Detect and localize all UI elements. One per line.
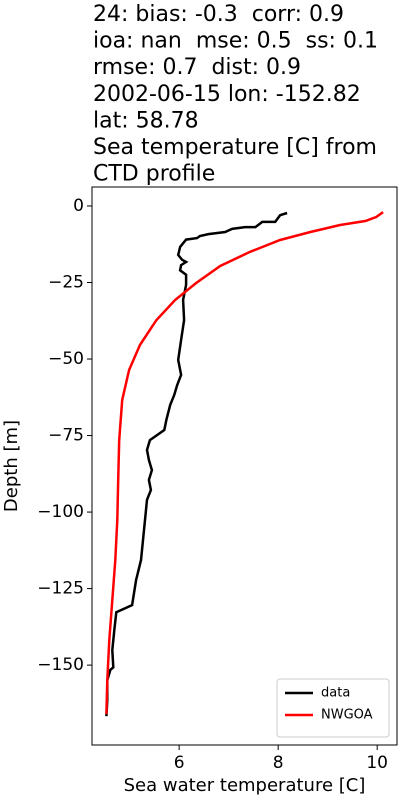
y-tick-label: −25 xyxy=(48,272,84,292)
x-axis-label: Sea water temperature [C] xyxy=(124,775,366,796)
title-line: 24: bias: -0.3 corr: 0.9 xyxy=(93,2,344,27)
legend-label: data xyxy=(321,686,350,701)
y-tick-label: −150 xyxy=(37,655,84,675)
legend-label: NWGOA xyxy=(321,708,373,723)
title-line: lat: 58.78 xyxy=(93,108,199,133)
x-tick-label: 10 xyxy=(366,753,388,773)
y-tick-label: −100 xyxy=(37,502,84,522)
data-line xyxy=(105,211,288,717)
x-tick-label: 8 xyxy=(273,753,284,773)
title-line: 2002-06-15 lon: -152.82 xyxy=(93,82,361,107)
plot-frame xyxy=(91,186,398,746)
y-tick-label: −50 xyxy=(48,349,84,369)
title-line: Sea temperature [C] from xyxy=(93,135,377,160)
data-line xyxy=(105,211,384,715)
title-line: ioa: nan mse: 0.5 ss: 0.1 xyxy=(93,29,378,54)
y-tick-label: 0 xyxy=(73,196,84,216)
y-tick-label: −125 xyxy=(37,579,84,599)
title-line: CTD profile xyxy=(93,162,215,187)
title-line: rmse: 0.7 dist: 0.9 xyxy=(93,55,301,80)
y-tick-label: −75 xyxy=(48,426,84,446)
y-axis-label: Depth [m] xyxy=(1,420,22,512)
x-tick-label: 6 xyxy=(174,753,185,773)
